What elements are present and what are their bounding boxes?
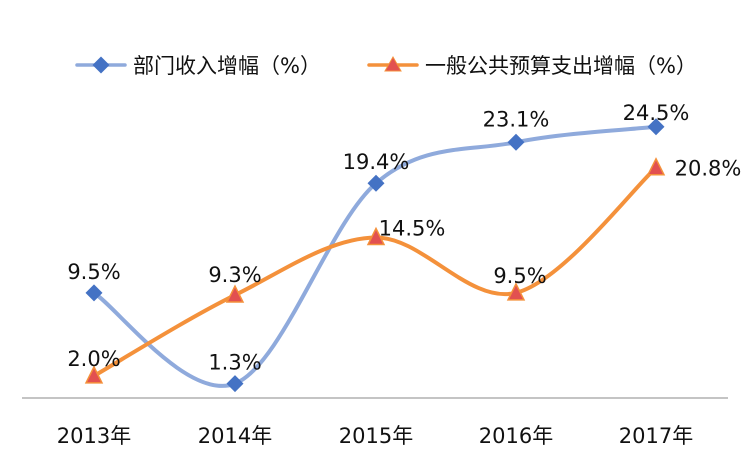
legend-label-expenditure: 一般公共预算支出增幅（%）: [424, 54, 697, 78]
data-label: 24.5%: [623, 101, 690, 125]
triangle-marker: [225, 284, 245, 303]
data-label: 19.4%: [343, 150, 410, 174]
diamond-marker: [367, 174, 385, 192]
legend-diamond-icon: [75, 56, 127, 74]
data-label: 9.3%: [208, 263, 261, 287]
legend-triangle-icon: [367, 55, 419, 72]
triangle-marker: [84, 365, 104, 384]
x-tick-label: 2015年: [339, 424, 413, 448]
x-tick-label: 2017年: [619, 424, 693, 448]
legend: 部门收入增幅（%） 一般公共预算支出增幅（%）: [75, 50, 743, 80]
data-labels: 9.5% 1.3% 19.4% 23.1% 24.5% 2.0% 9.3% 14.5% 9.5%…: [67, 101, 741, 375]
data-label: 9.5%: [67, 260, 120, 284]
data-label: 9.5%: [493, 264, 546, 288]
x-tick-label: 2013年: [57, 424, 131, 448]
x-tick-label: 2016年: [479, 424, 553, 448]
triangle-marker: [646, 157, 666, 176]
legend-item-expenditure: 一般公共预算支出增幅（%）: [367, 50, 697, 80]
series-line-0: [92, 124, 658, 388]
diamond-marker: [226, 375, 244, 393]
triangle-marker: [366, 226, 386, 246]
diamond-marker: [507, 133, 525, 151]
data-label: 14.5%: [379, 216, 446, 240]
x-axis-tick-labels: 2013年 2014年 2015年 2016年 2017年: [57, 424, 693, 448]
series-line-1: [92, 165, 658, 378]
diamond-marker: [85, 284, 103, 302]
data-label: 2.0%: [67, 347, 120, 371]
data-label: 23.1%: [483, 107, 550, 131]
legend-item-revenue: 部门收入增幅（%）: [75, 50, 321, 80]
diamond-marker: [647, 118, 665, 136]
legend-label-revenue: 部门收入增幅（%）: [133, 54, 321, 78]
series-markers: [84, 118, 666, 393]
x-tick-label: 2014年: [198, 424, 272, 448]
data-label: 1.3%: [208, 351, 261, 375]
triangle-marker: [506, 282, 526, 301]
data-label: 20.8%: [675, 157, 742, 181]
